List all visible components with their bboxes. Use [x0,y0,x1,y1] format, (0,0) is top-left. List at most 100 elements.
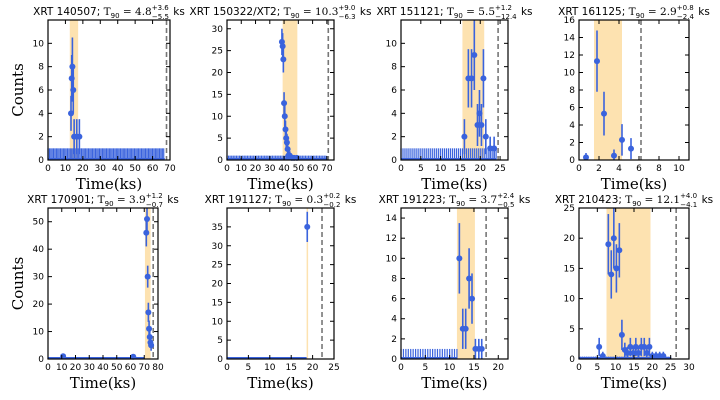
x-tick-label: 60 [125,363,137,373]
title-unit: ks [518,6,533,18]
y-tick-label: 20 [564,234,576,244]
title-lower-error: −6.3 [339,13,356,21]
x-axis-label: Time(ks) [247,175,313,193]
x-tick-label: 10 [444,363,456,373]
x-tick-label: 5 [422,363,428,373]
x-tick-label: 20 [70,363,82,373]
x-tick-label: 5 [246,363,252,373]
x-tick-label: 10 [610,363,622,373]
y-tick-label: 2 [391,133,397,143]
title-symbol: T [284,6,291,18]
title-lower-error: −0.5 [497,201,514,209]
title-value: = 10.3 [300,6,339,18]
plot-frame [226,19,335,161]
y-tick-label: 20 [212,280,224,290]
title-value: = 12.1 [641,194,680,206]
title-subscript: 90 [111,12,120,20]
x-tick-label: 30 [84,363,96,373]
data-point [635,349,642,356]
y-tick-label: 12 [564,51,575,61]
y-tick-label: 6 [38,86,44,96]
plot-frame [47,19,171,161]
title-value: = 3.7 [465,194,497,206]
title-subscript: 90 [282,200,291,208]
y-tick-label: 4 [391,315,397,325]
data-point [456,255,463,262]
data-point [619,136,625,143]
y-axis-label: Counts [9,257,27,311]
plot-frame [226,207,335,360]
panel-title: XRT 151121; T90 = 5.5+1.2 −12.4 ks [376,4,532,21]
y-tick-label: 12 [386,234,397,244]
x-tick-label: 20 [475,164,487,174]
data-point [610,235,617,242]
x-tick-label: 15 [628,363,639,373]
x-tick-label: 80 [152,363,164,373]
title-upper-error: +2.4 [497,192,515,200]
panel-title: XRT 140507; T90 = 4.8+3.6 −5.5 ks [33,4,185,21]
x-tick-label: 10 [673,164,685,174]
x-tick-label: 6 [636,164,642,174]
y-tick-label: 50 [33,218,45,228]
data-point [613,265,620,272]
panel-title: XRT 191127; T90 = 0.3+0.2 −0.2 ks [205,192,357,209]
data-point [641,343,648,350]
plot-frame [400,19,509,161]
y-tick-label: 5 [217,134,223,144]
title-upper-error: +0.2 [323,192,340,200]
title-lower-error: −0.2 [323,201,340,209]
data-point [616,247,623,254]
x-axis-label: Time(ks) [247,374,313,392]
x-tick-label: 20 [647,363,659,373]
x-axis-label: Time(ks) [601,374,667,392]
title-label: XRT 161125; [558,6,628,18]
x-tick-label: 20 [250,164,262,174]
data-point [145,309,152,316]
title-unit: ks [170,6,185,18]
y-tick-label: 8 [391,274,397,284]
y-tick-label: 0 [38,355,44,365]
x-tick-label: 0 [398,363,404,373]
shade-band [594,20,622,160]
data-point [69,63,76,70]
panel-title: XRT 210423; T90 = 12.1+4.0 −4.1 ks [555,192,713,209]
title-lower-error: −12.4 [495,13,517,21]
x-tick-label: 20 [77,164,89,174]
x-tick-label: 0 [45,164,51,174]
x-axis-label: Time(ks) [421,175,487,193]
y-tick-label: 30 [212,25,224,35]
data-point [594,58,600,65]
y-tick-label: 4 [569,121,575,131]
y-tick-label: 10 [212,112,224,122]
panel-title: XRT 150322/XT2; T90 = 10.3+9.0 −6.3 ks [190,4,372,21]
data-point [468,75,475,82]
x-tick-label: 0 [576,164,582,174]
data-point [643,349,650,356]
panel-title: XRT 161125; T90 = 2.9+0.8 −2.4 ks [558,4,710,21]
x-tick-label: 30 [95,164,107,174]
title-subscript: 90 [105,200,114,208]
shade-band [306,208,309,359]
data-point [632,343,639,350]
title-lower-error: −5.5 [152,13,169,21]
data-point [646,343,653,350]
x-tick-label: 50 [129,164,141,174]
y-tick-label: 4 [38,109,44,119]
data-point [461,133,468,140]
x-tick-label: 60 [307,164,319,174]
data-point [630,349,637,356]
title-unit: ks [164,194,179,206]
data-point [478,345,485,352]
y-tick-label: 30 [33,273,45,283]
data-point [280,56,287,63]
data-point [462,325,469,332]
panel-title: XRT 170901; T90 = 3.9+1.2 −0.7 ks [27,192,179,209]
panel-5: 0 10 20 30 40 50 60 70 8001020304050Time(ks)Coun… [9,192,179,392]
x-tick-label: 5 [418,164,424,174]
title-upper-error: +0.8 [677,4,694,12]
x-tick-label: 10 [236,164,248,174]
title-label: XRT 210423; [555,194,625,206]
x-tick-label: 10 [264,363,276,373]
x-axis-label: Time(ks) [76,175,142,193]
